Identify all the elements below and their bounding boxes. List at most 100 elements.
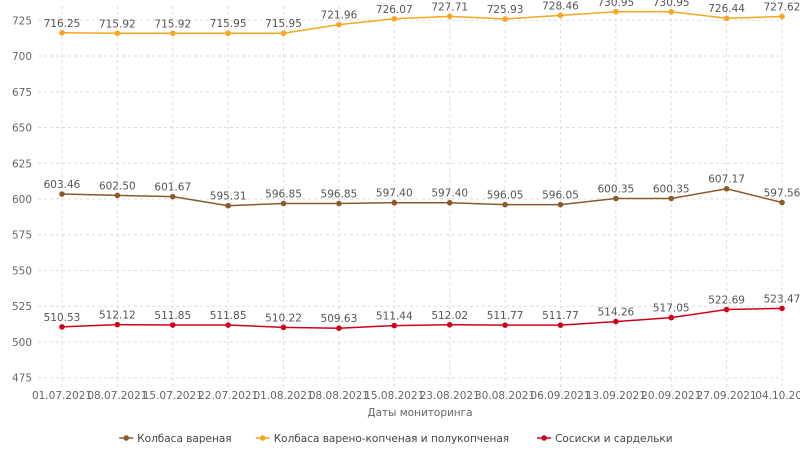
data-label: 522.69 (708, 295, 745, 307)
series-line-1 (61, 11, 783, 35)
data-point[interactable] (668, 195, 675, 202)
data-label: 511.85 (154, 310, 191, 322)
data-point[interactable] (668, 314, 675, 321)
data-label: 715.92 (99, 18, 136, 30)
data-point[interactable] (169, 322, 176, 328)
data-point[interactable] (779, 13, 785, 20)
data-point[interactable] (557, 322, 564, 328)
data-point[interactable] (114, 30, 121, 37)
data-point[interactable] (779, 199, 785, 206)
data-point[interactable] (668, 8, 675, 15)
data-label: 597.40 (376, 188, 413, 200)
data-point[interactable] (59, 191, 65, 197)
data-label: 596.85 (265, 189, 302, 201)
x-tick-label: 13.09.2021 (586, 390, 646, 402)
x-tick-label: 23.08.2021 (420, 390, 480, 402)
data-point[interactable] (502, 16, 508, 22)
data-label: 517.05 (653, 303, 690, 315)
data-point[interactable] (391, 199, 398, 206)
legend-item-1[interactable]: Колбаса варено-копченая и полукопченая (255, 433, 509, 445)
data-point[interactable] (446, 13, 453, 20)
data-point[interactable] (391, 322, 398, 329)
data-label: 596.05 (542, 190, 579, 202)
data-point[interactable] (169, 30, 176, 37)
data-point[interactable] (114, 321, 121, 328)
data-label: 725.93 (487, 4, 524, 16)
data-point[interactable] (613, 195, 619, 202)
data-point[interactable] (225, 202, 231, 209)
data-label: 716.25 (44, 18, 81, 30)
data-point[interactable] (280, 200, 287, 207)
data-point[interactable] (723, 306, 730, 313)
data-point[interactable] (59, 30, 65, 36)
data-label: 607.17 (708, 174, 745, 186)
y-tick-label: 575 (12, 230, 32, 242)
legend-marker (259, 435, 266, 441)
data-point[interactable] (391, 15, 398, 22)
x-tick-label: 30.08.2021 (475, 390, 535, 402)
data-label: 715.95 (210, 18, 247, 30)
data-point[interactable] (336, 21, 342, 28)
data-label: 726.07 (376, 4, 413, 16)
data-point[interactable] (446, 199, 453, 206)
data-label: 510.53 (44, 312, 81, 324)
data-label: 721.96 (321, 10, 358, 22)
legend[interactable]: Колбаса вареная Колбаса варено-копченая и… (119, 433, 673, 445)
data-label: 600.35 (653, 183, 690, 195)
data-label: 509.63 (321, 313, 358, 325)
data-label: 600.35 (597, 183, 634, 195)
data-point[interactable] (557, 201, 564, 208)
data-label: 510.22 (265, 312, 302, 324)
data-point[interactable] (114, 192, 121, 199)
data-point[interactable] (502, 201, 508, 208)
data-point[interactable] (280, 30, 287, 37)
data-label: 596.85 (321, 189, 358, 201)
x-tick-label: 22.07.2021 (198, 390, 258, 402)
y-tick-label: 525 (12, 301, 32, 313)
y-tick-label: 700 (12, 51, 32, 63)
data-point[interactable] (59, 324, 65, 330)
data-point[interactable] (779, 305, 785, 312)
legend-marker (541, 435, 547, 441)
x-axis: 01.07.202108.07.202115.07.202122.07.2021… (32, 390, 800, 402)
series-line-0 (61, 187, 783, 207)
data-label: 602.50 (99, 180, 136, 192)
legend-item-2[interactable]: Сосиски и сардельки (537, 433, 673, 445)
data-point[interactable] (613, 318, 619, 325)
legend-item-0[interactable]: Колбаса вареная (119, 433, 232, 445)
data-label: 730.95 (597, 0, 634, 9)
x-tick-label: 01.08.2021 (253, 390, 313, 402)
x-tick-label: 20.09.2021 (641, 390, 701, 402)
data-point[interactable] (225, 322, 231, 328)
series-lines (59, 8, 785, 331)
y-tick-label: 625 (12, 158, 32, 170)
x-tick-label: 08.07.2021 (87, 390, 147, 402)
legend-label: Сосиски и сардельки (555, 433, 672, 445)
legend-marker (123, 435, 129, 441)
data-label: 597.40 (431, 188, 468, 200)
data-label: 511.85 (210, 310, 247, 322)
data-point[interactable] (336, 200, 342, 207)
data-label: 603.46 (44, 179, 81, 191)
data-point[interactable] (280, 324, 287, 331)
data-label: 512.02 (431, 310, 468, 322)
x-tick-label: 08.08.2021 (309, 390, 369, 402)
data-point[interactable] (723, 15, 730, 22)
data-label: 730.95 (653, 0, 690, 9)
data-point[interactable] (169, 193, 176, 200)
data-point[interactable] (613, 8, 619, 15)
data-label: 601.67 (154, 182, 191, 194)
data-point[interactable] (723, 185, 730, 192)
data-point[interactable] (502, 322, 508, 328)
data-point[interactable] (225, 30, 231, 37)
y-tick-label: 675 (12, 87, 32, 99)
data-label: 512.12 (99, 310, 136, 322)
data-point[interactable] (336, 325, 342, 331)
data-point[interactable] (557, 12, 564, 19)
y-axis: 475 500 525 550 575 600 625 650 675 700 725 (12, 15, 32, 384)
y-tick-label: 725 (12, 15, 32, 27)
data-point[interactable] (446, 321, 453, 328)
x-tick-label: 01.07.2021 (32, 390, 92, 402)
